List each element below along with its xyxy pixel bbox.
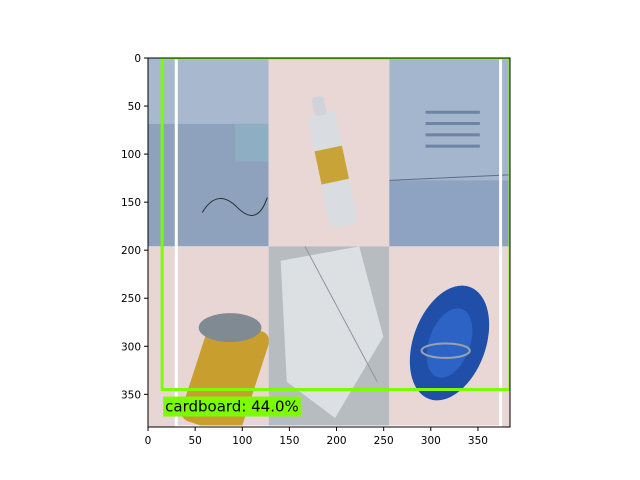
tile-cardboard-box-blue [389,58,510,247]
tile-clear-plastic-sheet [268,246,390,427]
bag-shape [234,123,269,162]
mosaic-image [148,58,510,427]
x-tick-label: 200 [327,435,347,447]
x-tick-label: 350 [468,435,488,447]
y-tick-label: 300 [121,341,141,353]
detection-labels: cardboard: 44.0% [163,396,301,417]
detection-boxes [160,58,510,427]
box-fold [389,174,510,181]
y-tick-label: 150 [121,197,141,209]
tile-plastic-bag-on-blue-background [148,58,269,247]
box-print [425,133,480,137]
box-print [425,110,480,114]
box-panel [389,180,510,247]
bottle-cap [311,96,327,117]
y-tick-label: 250 [121,293,141,305]
y-tick-label: 350 [121,389,141,401]
x-tick-label: 100 [232,435,252,447]
lid-ring [420,342,471,359]
bag-highlight [148,58,269,124]
y-tick-label: 50 [128,101,141,113]
detection-label-background [163,396,301,417]
tile-blue-plastic-lid [389,246,510,427]
x-tick-label: 0 [145,435,152,447]
axes-frame [147,57,511,428]
detection-box-1 [160,58,510,392]
x-axis-ticks: 0 50 100 150 200 250 300 350 [145,427,488,447]
y-tick-label: 0 [134,53,141,65]
x-tick-label: 50 [188,435,201,447]
x-tick-label: 150 [279,435,299,447]
y-tick-label: 100 [121,149,141,161]
y-axis-ticks: 0 50 100 150 200 250 300 350 [121,53,148,401]
x-tick-label: 250 [374,435,394,447]
bag-edge [201,197,268,216]
tile-water-bottle-yellow-label [268,58,390,247]
y-tick-label: 200 [121,245,141,257]
detection-box-0 [174,58,503,427]
detection-label-text: cardboard: 44.0% [165,398,299,416]
box-print [425,122,480,126]
box-print [425,144,480,148]
sheet-fold [304,246,378,383]
plastic-sheet [280,246,384,418]
x-tick-label: 300 [421,435,441,447]
bottle-label [314,145,349,185]
can-top [198,313,262,343]
